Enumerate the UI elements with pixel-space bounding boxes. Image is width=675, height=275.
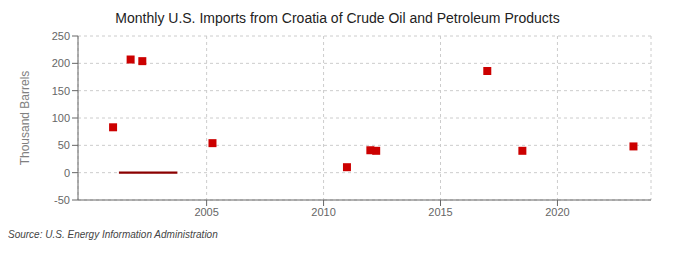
svg-text:2015: 2015: [428, 206, 452, 218]
svg-text:200: 200: [52, 57, 70, 69]
svg-text:Thousand Barrels: Thousand Barrels: [18, 71, 32, 166]
svg-text:2005: 2005: [194, 206, 218, 218]
svg-text:150: 150: [52, 85, 70, 97]
html-text:Monthly U.S. Imports from Croa: Monthly U.S. Imports from Croatia of Cru…: [115, 10, 560, 26]
svg-text:0: 0: [64, 167, 70, 179]
html-text:Source: U.S. Energy Informatio: Source: U.S. Energy Information Administ…: [8, 229, 218, 240]
svg-text:2010: 2010: [311, 206, 335, 218]
svg-text:2020: 2020: [545, 206, 569, 218]
svg-text:100: 100: [52, 112, 70, 124]
svg-text:50: 50: [58, 139, 70, 151]
svg-text:-50: -50: [54, 194, 70, 206]
svg-text:250: 250: [52, 30, 70, 42]
